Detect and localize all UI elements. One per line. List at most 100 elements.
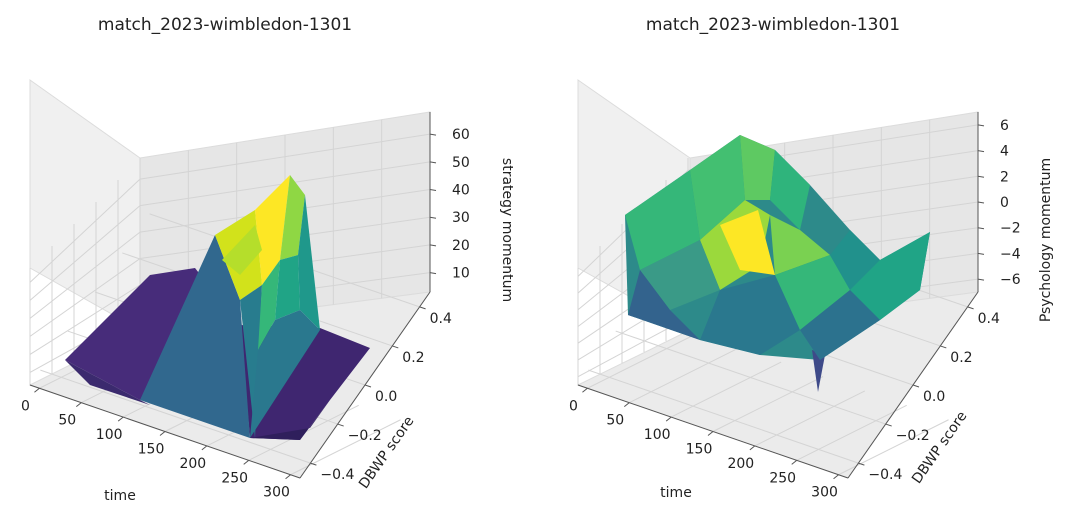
y-tick-label: 0.2 [950, 350, 972, 366]
right-axes [577, 112, 979, 479]
z-tick-label: 4 [1000, 144, 1009, 160]
z-tick-label: −6 [1000, 272, 1021, 288]
z-tick-mark [429, 133, 437, 136]
right-chart-panel: match_2023-wimbledon-1301 [569, 15, 1054, 501]
x-tick-label: 50 [58, 413, 76, 429]
grid-line [670, 361, 782, 418]
z-tick-mark [977, 201, 985, 204]
z-tick-label: 10 [452, 266, 470, 282]
grid-line [29, 205, 141, 301]
y-tick-label: −0.2 [348, 428, 382, 444]
x-tick-mark [791, 459, 798, 465]
grid-line [629, 347, 740, 404]
left-z-axis-label: strategy momentum [499, 158, 515, 302]
y-tick-mark [337, 423, 344, 427]
z-tick-mark [429, 244, 437, 247]
z-tick-label: 60 [452, 127, 470, 143]
grid-line [754, 390, 866, 447]
grid-line [29, 258, 141, 337]
grid-line [796, 404, 907, 461]
surface-face [275, 255, 300, 320]
x-tick-label: 50 [606, 413, 624, 429]
z-tick-label: 2 [1000, 169, 1009, 185]
grid-line [29, 231, 141, 319]
surface-face [250, 400, 330, 440]
y-tick-mark [940, 345, 947, 349]
x-tick-label: 250 [221, 470, 248, 486]
surface-face [280, 175, 305, 260]
x-tick-label: 200 [727, 456, 754, 472]
z-tick-label: −4 [1000, 246, 1021, 262]
x-tick-mark [833, 474, 839, 480]
z-tick-mark [977, 278, 985, 281]
y-tick-mark [364, 384, 372, 388]
x-tick-mark [707, 431, 714, 436]
y-axis-line [299, 291, 431, 479]
grid-line [712, 376, 824, 432]
left-surface [65, 175, 370, 440]
z-tick-mark [977, 124, 985, 127]
grid-line [587, 332, 698, 389]
surface-face [690, 135, 745, 240]
surface-face [640, 240, 720, 310]
y-tick-label: −0.4 [868, 467, 902, 483]
x-tick-mark [243, 459, 250, 465]
grid-line [615, 330, 886, 425]
surface-face [140, 235, 250, 438]
grid-line [40, 369, 311, 464]
y-tick-mark [967, 306, 974, 310]
z-tick-label: 40 [452, 183, 470, 199]
y-tick-label: 0.2 [402, 350, 424, 366]
x-tick-label: 100 [96, 427, 123, 443]
z-tick-label: 0 [1000, 195, 1009, 211]
x-tick-label: 100 [644, 427, 671, 443]
left-axes [29, 112, 431, 479]
surface-face [222, 225, 262, 275]
x-tick-label: 150 [686, 442, 713, 458]
grid-line [29, 178, 141, 283]
y-tick-mark [885, 423, 892, 427]
right-chart-title: match_2023-wimbledon-1301 [646, 15, 900, 35]
z-tick-label: 20 [452, 238, 470, 254]
x-tick-label: 150 [138, 442, 165, 458]
z-tick-label: 6 [1000, 118, 1009, 134]
y-tick-label: −0.2 [896, 428, 930, 444]
left-y-axis-label: DBWP score [356, 414, 417, 492]
x-tick-label: 0 [569, 398, 578, 414]
y-tick-label: 0.0 [923, 389, 945, 405]
surface-face [250, 310, 320, 438]
x-tick-mark [582, 387, 588, 393]
z-tick-label: −2 [1000, 221, 1021, 237]
surface-face [800, 290, 880, 360]
surface-face [255, 175, 290, 285]
z-tick-mark [429, 161, 437, 164]
right-y-axis-label: DBWP score [909, 409, 970, 487]
z-tick-mark [977, 175, 985, 178]
grid-line [139, 133, 431, 180]
y-tick-label: −0.4 [320, 467, 354, 483]
x-tick-mark [749, 445, 756, 451]
left-chart-panel: match_2023-wimbledon-1301 [21, 15, 515, 504]
y-tick-label: 0.4 [430, 311, 452, 327]
x-axis-line [577, 384, 849, 479]
surface-face [812, 350, 825, 392]
x-tick-mark [75, 402, 82, 408]
surface-face [298, 195, 320, 330]
x-tick-label: 200 [179, 456, 206, 472]
x-tick-mark [117, 416, 124, 422]
y-tick-label: 0.0 [375, 389, 397, 405]
z-tick-label: 50 [452, 155, 470, 171]
right-x-axis-label: time [660, 485, 692, 501]
x-tick-mark [34, 387, 40, 393]
surface-face [700, 275, 800, 355]
y-tick-label: 0.4 [978, 311, 1000, 327]
y-tick-mark [392, 345, 399, 349]
grid-line [29, 284, 141, 355]
y-tick-mark [310, 462, 317, 466]
grid-line [588, 369, 859, 464]
z-tick-label: 30 [452, 210, 470, 226]
x-tick-label: 300 [263, 485, 290, 501]
x-tick-label: 300 [811, 485, 838, 501]
y-tick-mark [912, 384, 920, 388]
